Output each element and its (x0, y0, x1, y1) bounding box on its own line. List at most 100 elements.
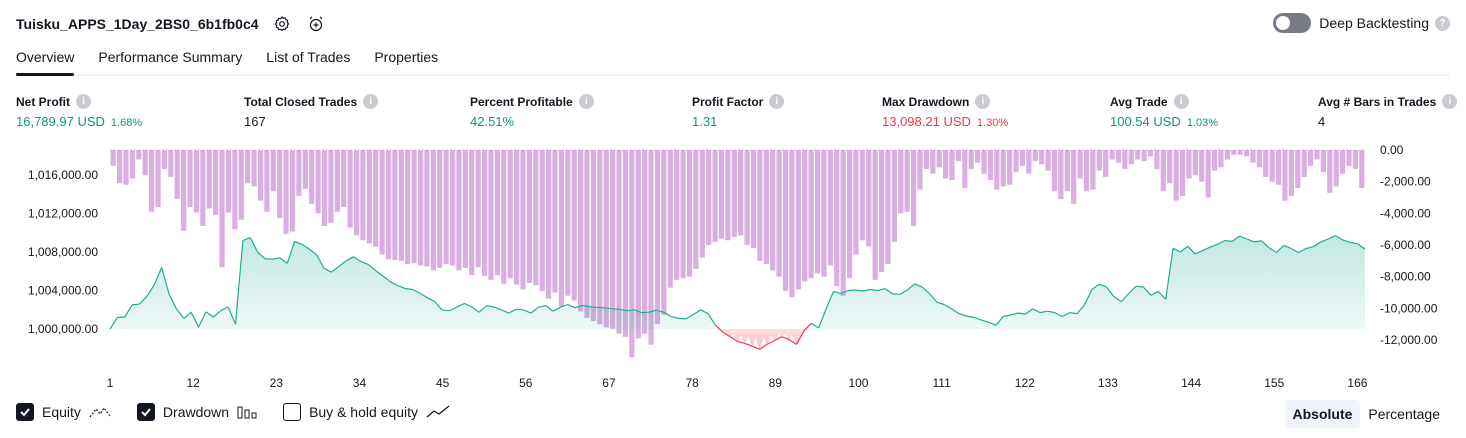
drawdown-bar (168, 150, 174, 177)
info-icon[interactable]: i (76, 94, 91, 109)
tab-performance-summary[interactable]: Performance Summary (98, 49, 243, 65)
drawdown-bar (1083, 150, 1090, 192)
equity-line-segment (308, 248, 318, 256)
equity-line-icon (89, 405, 111, 419)
equity-line-segment (183, 311, 192, 319)
info-icon[interactable]: i (578, 94, 594, 109)
drawdown-bar (1275, 150, 1282, 185)
equity-checkbox[interactable]: Equity (16, 403, 111, 421)
drawdown-bar (1026, 150, 1032, 174)
drawdown-bar (430, 150, 436, 271)
info-icon[interactable]: i (363, 94, 379, 109)
drawdown-bar (1173, 150, 1179, 201)
equity-line-segment (153, 267, 163, 285)
drawdown-bar (1179, 150, 1186, 196)
equity-line-segment (818, 308, 827, 329)
drawdown-bar (802, 150, 808, 282)
drawdown-bar (1141, 150, 1147, 162)
equity-line-segment (567, 303, 576, 309)
equity-line-segment (582, 304, 591, 308)
drawdown-bar (552, 150, 558, 293)
drawdown-label: Drawdown (162, 404, 230, 420)
drawdown-bar (264, 150, 270, 212)
equity-line-segment (663, 311, 672, 318)
equity-line-segment (604, 307, 613, 310)
drawdown-bar (1307, 150, 1314, 166)
drawdown-bar (693, 150, 699, 269)
drawdown-bar (661, 150, 667, 315)
equity-drawdown-chart[interactable]: 1,016,000.00 1,012,000.00 1,008,000.00 1,00… (0, 140, 1466, 394)
x-axis-tick: 166 (1347, 376, 1367, 390)
equity-line-segment (1017, 312, 1026, 315)
drawdown-bar (507, 150, 513, 279)
metric-value: 100.54 USD (1110, 114, 1181, 129)
drawdown-bar (1064, 150, 1070, 192)
drawdown-bar (200, 150, 206, 226)
equity-line-segment (1113, 296, 1122, 303)
equity-line-segment (884, 288, 893, 295)
equity-line-segment (234, 240, 244, 325)
right-axis-tick: -12,000.00 (1380, 333, 1438, 347)
equity-line-segment (464, 302, 472, 308)
drawdown-bar (571, 150, 577, 301)
alarm-clock-plus-icon[interactable] (305, 13, 327, 35)
equity-line-segment (744, 342, 753, 347)
gear-icon[interactable] (271, 13, 293, 35)
x-axis-tick: 45 (436, 376, 450, 390)
info-icon[interactable]: i (1173, 94, 1189, 109)
drawdown-bar (706, 150, 712, 245)
equity-line-segment (619, 308, 627, 312)
toggle-knob (1276, 16, 1291, 30)
drawdown-bar (161, 150, 168, 169)
equity-line-segment (213, 310, 222, 318)
tab-list-of-trades[interactable]: List of Trades (266, 49, 351, 65)
drawdown-bar (277, 150, 283, 219)
equity-line-segment (1312, 241, 1322, 248)
tab-overview[interactable]: Overview (16, 44, 75, 76)
percentage-button[interactable]: Percentage (1368, 406, 1440, 422)
info-icon[interactable]: i (769, 94, 785, 109)
drawdown-bar (1135, 150, 1141, 160)
equity-line-segment (980, 319, 989, 323)
drawdown-bar (872, 150, 878, 280)
drawdown-bar (578, 150, 584, 312)
buy-hold-checkbox[interactable]: Buy & hold equity (283, 403, 450, 421)
deep-backtesting-toggle[interactable] (1273, 13, 1312, 33)
equity-line-segment (1165, 248, 1174, 300)
absolute-button[interactable]: Absolute (1284, 400, 1361, 428)
equity-line-segment (1320, 238, 1329, 243)
equity-line-segment (161, 267, 170, 295)
equity-line-segment (545, 304, 554, 312)
right-axis-tick: -4,000.00 (1380, 206, 1431, 220)
drawdown-bar (219, 150, 225, 268)
metric-value: 16,789.97 USD (16, 114, 105, 129)
equity-line-segment (626, 309, 635, 312)
metric-label: Profit Factor (692, 94, 764, 109)
equity-line-segment (810, 322, 820, 329)
drawdown-bar (821, 150, 827, 277)
drawdown-checkbox[interactable]: Drawdown (136, 403, 257, 421)
drawdown-bar (257, 150, 264, 201)
drawdown-bar (1000, 150, 1006, 187)
equity-line-segment (368, 264, 377, 272)
drawdown-bar (1346, 150, 1352, 166)
drawdown-bar (930, 150, 936, 174)
equity-line-segment (286, 241, 296, 264)
drawdown-bar (366, 150, 372, 244)
left-axis-tick: 1,016,000.00 (28, 168, 98, 182)
x-axis-tick: 155 (1264, 376, 1284, 390)
equity-line-segment (1069, 312, 1078, 315)
equity-line-segment (951, 308, 960, 315)
drawdown-bar (1192, 150, 1198, 176)
equity-line-segment (928, 293, 938, 303)
help-icon[interactable]: ? (1435, 15, 1450, 31)
drawdown-bar (142, 150, 148, 176)
equity-line-segment (1298, 248, 1307, 254)
drawdown-bar (840, 150, 846, 296)
info-icon[interactable]: i (975, 94, 991, 109)
drawdown-bar (321, 150, 328, 226)
drawdown-bar (1237, 150, 1243, 155)
tab-properties[interactable]: Properties (374, 49, 439, 65)
equity-line-segment (1091, 283, 1100, 290)
info-icon[interactable]: i (1442, 94, 1458, 109)
